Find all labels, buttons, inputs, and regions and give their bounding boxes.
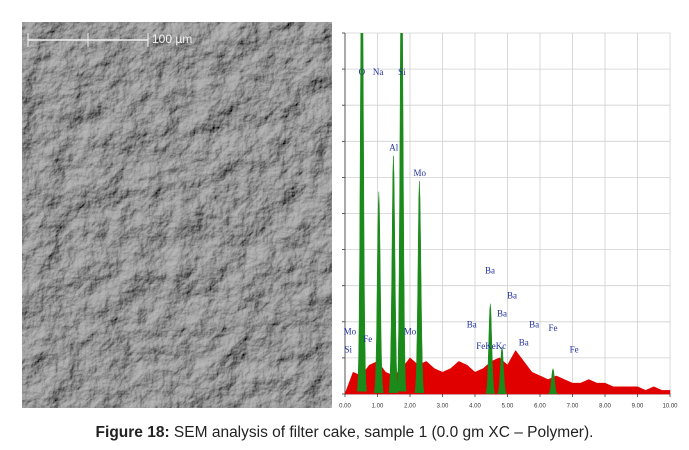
- peak: [414, 180, 425, 393]
- x-tick-label: 5.00: [502, 404, 514, 410]
- peak-label: O: [359, 67, 366, 77]
- peak: [356, 33, 367, 392]
- peak-label: Ba: [497, 309, 507, 319]
- peak-label: Ba: [529, 319, 539, 329]
- chart-panel: [335, 22, 679, 414]
- scale-bar: 100 µm: [27, 32, 192, 47]
- peak-label: Si: [398, 67, 406, 77]
- peak-label: Ba: [519, 338, 529, 348]
- peak-label: Na: [373, 67, 384, 77]
- x-tick-label: 8.00: [599, 404, 611, 410]
- figure: 100 µm 0.00 1.00 2.00 3.00 4.00 5.00 6.00 7.00 8…: [22, 22, 679, 414]
- x-tick-label: 3.00: [437, 404, 449, 410]
- peak: [485, 303, 496, 394]
- caption-label: Figure 18:: [95, 424, 170, 441]
- peak: [396, 33, 407, 392]
- x-tick-label: 1.00: [372, 404, 384, 410]
- sem-image: [22, 22, 332, 408]
- x-tick-label: 7.00: [567, 404, 579, 410]
- peak: [373, 191, 384, 394]
- x-tick-label: 9.00: [632, 404, 644, 410]
- peak-label: Mo: [404, 327, 417, 337]
- caption: Figure 18: SEM analysis of filter cake, …: [0, 424, 689, 442]
- peak-label: Fe: [549, 323, 558, 333]
- x-tick-label: 0.00: [339, 404, 351, 410]
- peak-label: Al: [389, 143, 398, 153]
- x-tick-label: 10.00: [662, 404, 678, 410]
- scale-bar-label: 100 µm: [152, 32, 192, 46]
- x-tick-label: 2.00: [404, 404, 416, 410]
- peak-label: Mo: [413, 168, 426, 178]
- chart: 0.00 1.00 2.00 3.00 4.00 5.00 6.00 7.00 8.00 9.00…: [339, 32, 678, 410]
- peak-label: Fe: [570, 345, 579, 355]
- peak-label: Ba: [467, 319, 477, 329]
- peak: [496, 347, 508, 394]
- x-tick-label: 4.00: [469, 404, 481, 410]
- peak-label: Mo: [344, 327, 357, 337]
- peak-label: Si: [344, 345, 352, 355]
- peak-label: Ba: [507, 291, 517, 301]
- peak-label: Ba: [485, 265, 495, 275]
- peak: [548, 367, 558, 395]
- plot-area: [345, 33, 671, 395]
- peak: [388, 155, 399, 393]
- x-tick-label: 6.00: [534, 404, 546, 410]
- caption-text: SEM analysis of filter cake, sample 1 (0…: [169, 424, 594, 441]
- peak-label: FeKeKc: [476, 341, 506, 351]
- peak-label: Fe: [363, 334, 372, 344]
